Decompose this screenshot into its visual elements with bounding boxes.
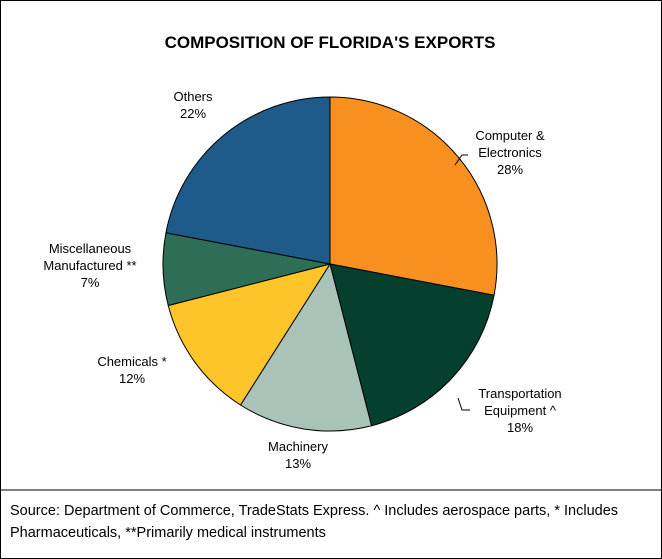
leader-line — [454, 154, 468, 166]
leader-line — [457, 397, 470, 411]
value-label: 28% — [496, 161, 524, 177]
category-label: Others — [173, 89, 213, 104]
value-label: 13% — [284, 456, 312, 471]
slice-label: Others 22% — [128, 88, 258, 122]
category-label: Transportation Equipment ^ — [478, 385, 562, 418]
category-label: Chemicals * — [97, 354, 167, 369]
slice-label: Chemicals * 12% — [67, 353, 197, 387]
value-label: 12% — [118, 371, 146, 386]
category-label: Machinery — [268, 439, 328, 454]
value-label: 18% — [506, 419, 534, 435]
pie-slice — [329, 263, 495, 427]
slice-label: Transportation Equipment ^ 18% — [455, 385, 585, 436]
category-label: Computer & Electronics — [475, 127, 545, 160]
pie — [162, 96, 498, 432]
value-label: 7% — [80, 274, 100, 290]
category-label: Miscellaneous Manufactured ** — [43, 240, 137, 273]
chart-title: COMPOSITION OF FLORIDA'S EXPORTS — [165, 33, 496, 52]
source-note: Source: Department of Commerce, TradeSta… — [10, 503, 619, 541]
slice-label: Miscellaneous Manufactured ** 7% — [25, 240, 155, 291]
pie-slice — [239, 262, 373, 432]
value-label: 22% — [179, 106, 207, 121]
slice-label: Machinery 13% — [233, 438, 363, 472]
pie-slice — [167, 263, 332, 406]
pie-slice — [165, 96, 331, 265]
pie-slice — [329, 96, 498, 296]
slice-label: Computer & Electronics 28% — [445, 127, 575, 178]
